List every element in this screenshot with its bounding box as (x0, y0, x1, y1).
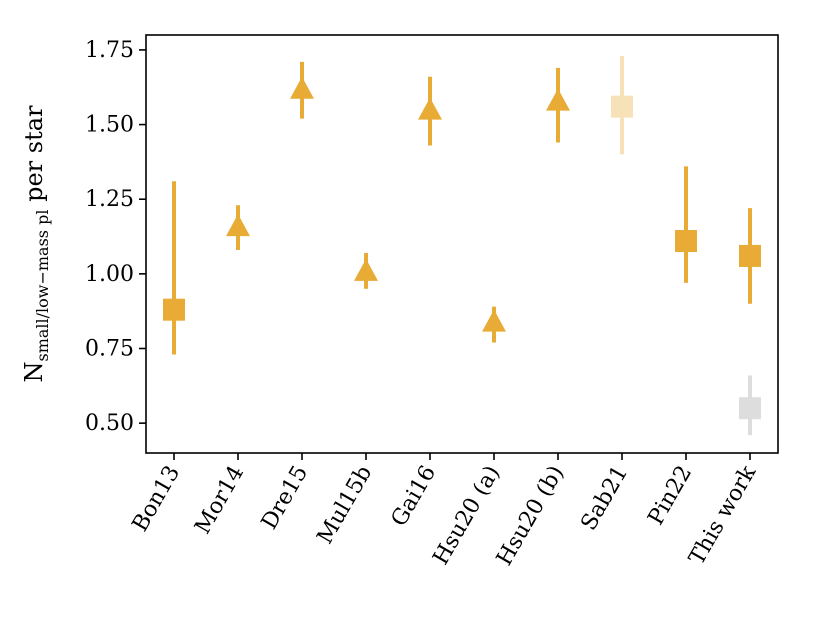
data-point (163, 181, 185, 355)
y-axis: 0.50 0.75 1.00 1.25 1.50 1.75 (85, 38, 146, 436)
data-point (290, 61, 314, 119)
triangle-marker (354, 258, 378, 281)
triangle-marker (226, 214, 250, 237)
data-point (418, 76, 442, 146)
data-point (675, 166, 697, 283)
y-tick-label: 1.75 (85, 38, 134, 63)
y-tick-label: 0.50 (85, 411, 134, 436)
data-point (226, 205, 250, 250)
y-tick-label: 0.75 (85, 337, 134, 362)
square-marker (611, 95, 633, 118)
y-axis-label-main: N (20, 362, 48, 383)
plot-frame (145, 34, 779, 454)
data-point (611, 55, 633, 155)
square-marker (675, 230, 697, 253)
triangle-marker (418, 97, 442, 120)
y-axis-label-suffix: per star (20, 105, 48, 210)
data-marks (163, 55, 761, 436)
triangle-marker (546, 88, 570, 111)
data-point (546, 67, 570, 143)
triangle-marker (482, 309, 506, 332)
y-axis-label-subscript: small/low−mass pl (33, 210, 52, 362)
data-point (739, 375, 761, 436)
data-point (739, 208, 761, 304)
square-marker (163, 298, 185, 321)
y-tick-label: 1.00 (85, 262, 134, 287)
square-marker (739, 244, 761, 267)
y-tick-label: 1.50 (85, 113, 134, 138)
data-point (354, 252, 378, 289)
y-axis-label: Nsmall/low−mass pl per star (20, 105, 52, 383)
triangle-marker (290, 76, 314, 99)
data-point (482, 306, 506, 343)
square-marker (739, 397, 761, 420)
y-tick-label: 1.25 (85, 187, 134, 212)
